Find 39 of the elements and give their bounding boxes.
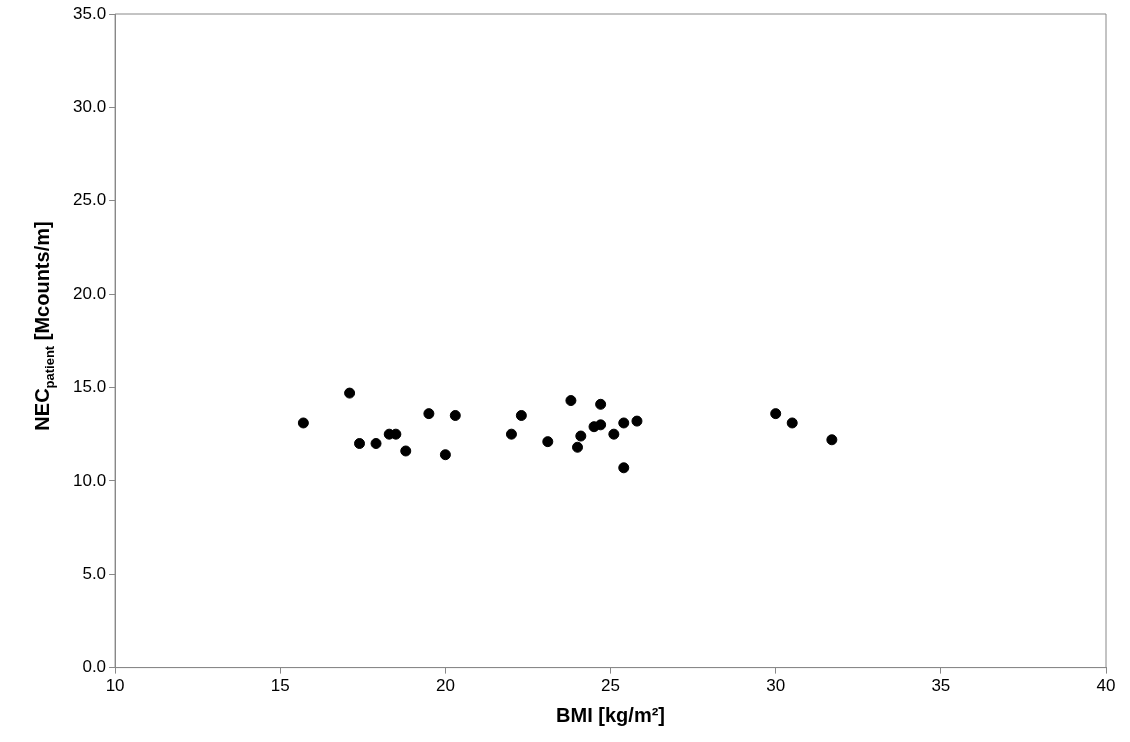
- point: [595, 419, 607, 431]
- point: [515, 410, 527, 421]
- point: [542, 436, 554, 448]
- point: [826, 434, 838, 446]
- y-tick-label: 5.0: [82, 563, 107, 583]
- point: [400, 445, 412, 457]
- x-tick-label: 30: [766, 676, 786, 696]
- point: [770, 408, 782, 420]
- point: [354, 438, 366, 450]
- point: [505, 428, 517, 440]
- x-axis-title: BMI [kg/m²]: [556, 703, 665, 726]
- x-tick-label: 10: [105, 676, 125, 696]
- y-tick-label: 0.0: [82, 657, 107, 677]
- y-tick-label: 15.0: [72, 377, 107, 397]
- y-tick-label: 20.0: [72, 283, 107, 303]
- x-tick-label: 15: [270, 676, 290, 696]
- y-tick-label: 30.0: [72, 97, 107, 117]
- point: [297, 417, 309, 429]
- y-tick-label: 35.0: [72, 3, 107, 23]
- point: [344, 387, 356, 399]
- point: [439, 449, 451, 461]
- y-tick-label: 25.0: [72, 190, 107, 210]
- point: [572, 441, 584, 453]
- x-tick-label: 20: [435, 676, 455, 696]
- point: [565, 395, 577, 407]
- x-tick-label: 40: [1096, 676, 1116, 696]
- point: [631, 415, 643, 427]
- point: [575, 430, 587, 442]
- point: [370, 438, 382, 450]
- x-tick-label: 35: [931, 676, 951, 696]
- point: [618, 417, 630, 429]
- point: [423, 408, 435, 420]
- point: [786, 417, 798, 429]
- point: [595, 398, 607, 410]
- point: [449, 410, 461, 421]
- point: [618, 462, 630, 474]
- x-tick-label: 25: [601, 676, 620, 696]
- point: [608, 428, 620, 440]
- y-tick-label: 10.0: [72, 470, 107, 490]
